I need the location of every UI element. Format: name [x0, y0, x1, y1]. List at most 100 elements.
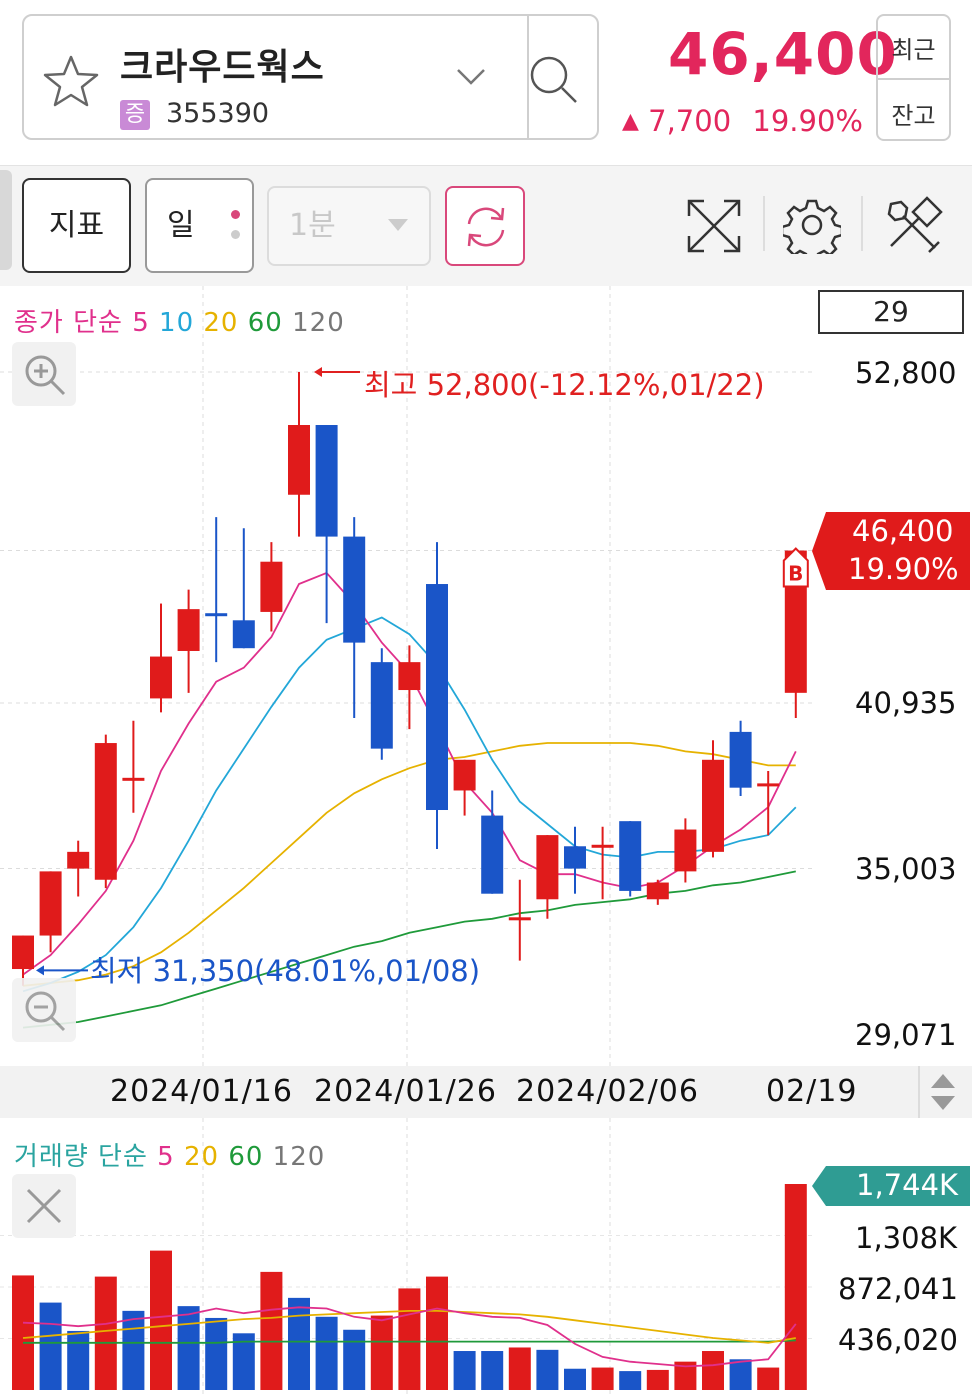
- recent-button[interactable]: 최근: [891, 36, 936, 64]
- volume-bar: [564, 1368, 586, 1390]
- y-tick-label: 52,800: [855, 356, 957, 390]
- candle-body: [702, 759, 724, 852]
- volume-bar: [39, 1302, 62, 1390]
- volume-bar: [784, 1184, 807, 1390]
- legend-period-20: 20: [183, 1142, 220, 1172]
- volume-bar: [315, 1316, 338, 1390]
- volume-bar: [702, 1351, 724, 1390]
- indicator-button[interactable]: 지표: [22, 178, 131, 273]
- candle-body: [150, 656, 172, 699]
- stock-selector[interactable]: 크라우드웍스 증 355390: [22, 14, 599, 140]
- chevron-down-icon[interactable]: [455, 66, 487, 88]
- last-price-tag: 46,400 19.90%: [812, 512, 970, 590]
- zoom-in-icon: [25, 355, 66, 396]
- candle-body: [426, 584, 448, 811]
- candle-body: [315, 425, 338, 537]
- candle-body: [481, 815, 504, 894]
- tools-icon[interactable]: [883, 196, 943, 256]
- last-price-label: 46,400: [852, 514, 954, 548]
- legend-label: 종가 단순: [14, 308, 123, 338]
- volume-bar: [619, 1371, 642, 1390]
- current-price: 46,400: [668, 20, 898, 88]
- volume-chart: [0, 1118, 812, 1395]
- candle-body: [67, 851, 90, 869]
- volume-bar: [12, 1275, 34, 1390]
- divider: [861, 196, 863, 251]
- balance-button[interactable]: 잔고: [891, 102, 936, 130]
- volume-bar: [205, 1317, 228, 1390]
- candle-body: [536, 835, 559, 900]
- candle-body: [398, 662, 421, 691]
- interval-label: 1분: [289, 208, 336, 243]
- interval-select[interactable]: 1분: [267, 186, 431, 266]
- candle-body: [564, 846, 586, 869]
- drawer-handle[interactable]: [0, 170, 12, 270]
- low-annotation: 최저 31,350(48.01%,01/08): [90, 954, 481, 988]
- volume-legend[interactable]: 거래량 단순 5 20 60 120: [14, 1136, 325, 1173]
- search-icon[interactable]: [524, 50, 584, 110]
- expand-icon[interactable]: [684, 196, 744, 256]
- chart-toolbar: 지표 일 1분: [0, 165, 972, 286]
- legend-label: 거래량 단순: [14, 1142, 148, 1172]
- market-badge: 증: [120, 100, 150, 130]
- change-amount: 7,700: [648, 104, 732, 138]
- low-arrow-head: [36, 965, 44, 976]
- refresh-button[interactable]: [445, 186, 525, 266]
- divider: [763, 196, 765, 251]
- legend-period-20: 20: [203, 308, 239, 338]
- buy-marker-label: B: [788, 562, 803, 586]
- ma20-line: [22, 742, 796, 987]
- ma10-line: [22, 616, 797, 993]
- zoom-out-button[interactable]: [12, 978, 76, 1042]
- price-chart-area[interactable]: B 종가 단순 5 10 20 60 120 29 최고 52,800(-12.…: [0, 286, 972, 1066]
- candle-body: [39, 871, 62, 936]
- candle-body: [205, 613, 228, 617]
- date-axis[interactable]: 2024/01/16 2024/01/26 2024/02/06 02/19: [0, 1066, 972, 1118]
- stock-code: 355390: [166, 98, 270, 129]
- x-tick-label: 2024/02/06: [516, 1074, 699, 1109]
- volume-ma5-line: [22, 1306, 797, 1368]
- candle-body: [177, 609, 200, 651]
- zoom-in-button[interactable]: [12, 342, 76, 406]
- period-button[interactable]: 일: [145, 178, 254, 273]
- candle-body: [757, 783, 780, 787]
- stock-name: 크라우드웍스: [120, 47, 325, 88]
- legend-period-10: 10: [159, 308, 195, 338]
- volume-bar: [150, 1250, 172, 1390]
- candle-body: [619, 821, 642, 891]
- price-legend[interactable]: 종가 단순 5 10 20 60 120: [14, 302, 345, 339]
- resize-arrows-icon[interactable]: [928, 1072, 958, 1112]
- volume-bar: [426, 1276, 448, 1390]
- candle-body: [591, 844, 614, 848]
- volume-bar: [729, 1359, 752, 1390]
- y-tick-label: 35,003: [855, 852, 957, 886]
- y-tick-label: 40,935: [855, 686, 957, 720]
- high-annotation: 최고 52,800(-12.12%,01/22): [364, 368, 765, 402]
- change-percent: 19.90%: [752, 104, 863, 138]
- side-button-group: 최근 잔고: [876, 14, 951, 141]
- candle-body: [232, 620, 255, 649]
- legend-period-120: 120: [292, 308, 345, 338]
- star-icon[interactable]: [42, 54, 100, 108]
- volume-bar: [591, 1367, 614, 1390]
- volume-chart-area[interactable]: 거래량 단순 5 20 60 120 1,744K 1,308K 872,041…: [0, 1118, 972, 1395]
- candle-body: [370, 662, 393, 749]
- divider: [918, 1066, 920, 1118]
- legend-period-60: 60: [247, 308, 283, 338]
- volume-bar: [343, 1329, 366, 1390]
- candle-body: [122, 777, 145, 781]
- candle-body: [343, 536, 366, 643]
- y-tick-label: 872,041: [838, 1272, 958, 1306]
- legend-period-5: 5: [157, 1142, 175, 1172]
- volume-bar: [453, 1351, 476, 1390]
- last-volume-label: 1,744K: [856, 1168, 959, 1202]
- legend-period-120: 120: [272, 1142, 326, 1172]
- dot-inactive: [231, 230, 240, 239]
- volume-bar: [94, 1276, 117, 1390]
- last-volume-tag: 1,744K: [812, 1166, 970, 1206]
- dot-active: [231, 210, 240, 219]
- x-tick-label: 2024/01/16: [110, 1074, 293, 1109]
- close-volume-button[interactable]: [12, 1174, 76, 1238]
- candle-count-box[interactable]: 29: [818, 290, 964, 334]
- gear-icon[interactable]: [783, 196, 841, 254]
